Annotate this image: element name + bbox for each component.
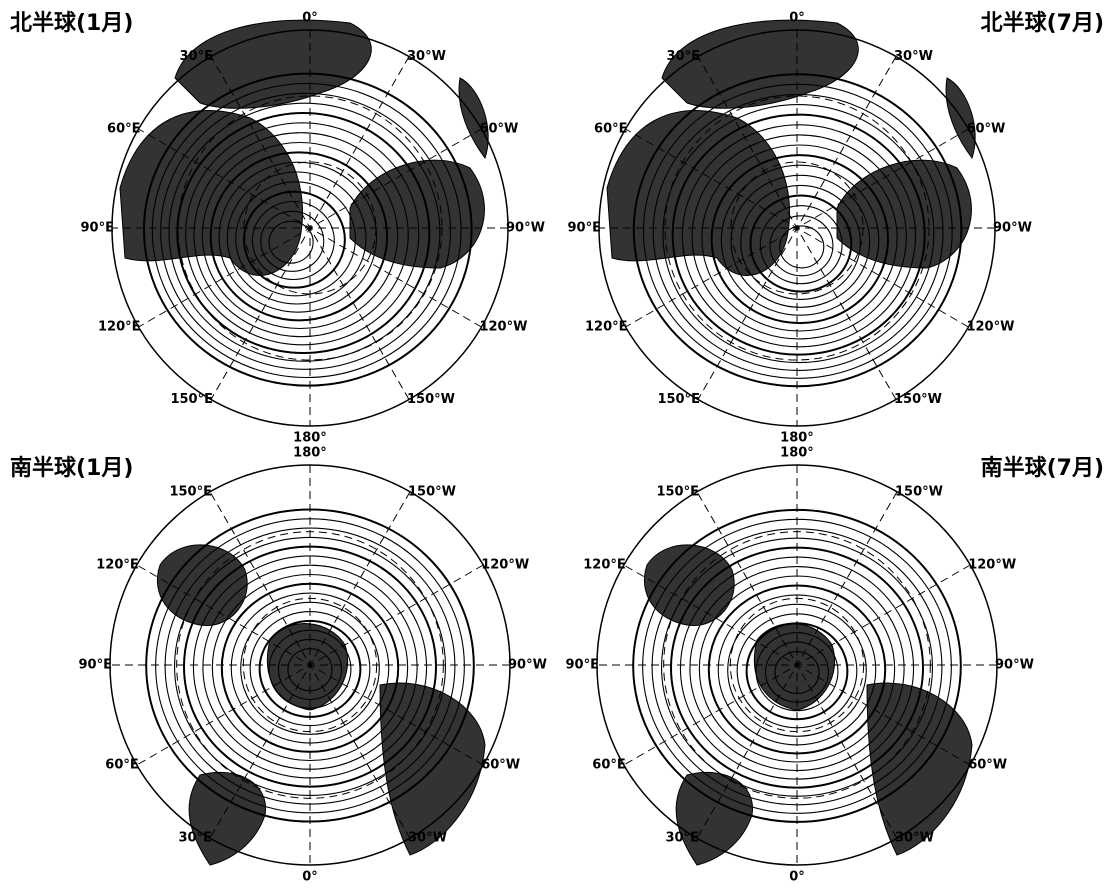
- longitude-label: 120°W: [968, 558, 1016, 573]
- longitude-label: 30°E: [180, 49, 213, 64]
- longitude-label: 150°E: [656, 484, 699, 499]
- longitude-label: 90°W: [506, 221, 545, 236]
- longitude-label: 150°W: [894, 392, 942, 407]
- longitude-label: 0°: [789, 11, 805, 26]
- longitude-label: 0°: [302, 870, 318, 885]
- land: [459, 78, 488, 158]
- longitude-label: 120°E: [98, 320, 141, 335]
- map-panel: [597, 465, 997, 865]
- longitude-label: 150°E: [170, 392, 213, 407]
- longitude-label: 30°W: [895, 831, 934, 846]
- longitude-label: 30°E: [666, 831, 699, 846]
- longitude-label: 150°E: [657, 392, 700, 407]
- longitude-label: 120°W: [481, 558, 529, 573]
- longitude-label: 120°W: [479, 320, 527, 335]
- longitude-label: 30°W: [894, 49, 933, 64]
- longitude-label: 30°E: [667, 49, 700, 64]
- longitude-label: 150°E: [169, 484, 212, 499]
- longitude-label: 30°W: [408, 831, 447, 846]
- map-panel: [110, 465, 510, 865]
- longitude-label: 60°E: [592, 758, 625, 773]
- map-panel: [112, 20, 508, 426]
- longitude-label: 60°W: [481, 758, 520, 773]
- land: [157, 545, 247, 626]
- longitude-label: 90°E: [81, 221, 114, 236]
- longitude-label: 60°E: [105, 758, 138, 773]
- longitude-label: 90°W: [995, 658, 1034, 673]
- longitude-label: 180°: [780, 446, 814, 461]
- longitude-label: 90°W: [508, 658, 547, 673]
- longitude-label: 150°W: [407, 392, 455, 407]
- longitude-label: 120°E: [96, 558, 139, 573]
- longitude-label: 0°: [302, 11, 318, 26]
- contour: [780, 226, 824, 268]
- longitude-label: 60°W: [479, 122, 518, 137]
- longitude-label: 120°E: [585, 320, 628, 335]
- longitude-label: 60°E: [107, 122, 140, 137]
- longitude-label: 90°E: [79, 658, 112, 673]
- longitude-label: 120°W: [966, 320, 1014, 335]
- figure: 北半球(1月) 0° 30°W 60°W 90°W 120°W 150°W 180° 150°E…: [0, 0, 1111, 891]
- land: [946, 78, 975, 158]
- longitude-label: 90°E: [566, 658, 599, 673]
- longitude-label: 0°: [789, 870, 805, 885]
- longitude-label: 150°W: [408, 484, 456, 499]
- longitude-label: 30°E: [179, 831, 212, 846]
- longitude-label: 180°: [780, 431, 814, 446]
- longitude-label: 90°E: [568, 221, 601, 236]
- longitude-label: 180°: [293, 446, 327, 461]
- longitude-label: 150°W: [895, 484, 943, 499]
- longitude-label: 30°W: [407, 49, 446, 64]
- longitude-label: 60°E: [594, 122, 627, 137]
- panel-title: 北半球(7月): [981, 11, 1104, 36]
- longitude-label: 60°W: [968, 758, 1007, 773]
- panel-title: 南半球(7月): [981, 456, 1104, 481]
- land: [267, 624, 347, 710]
- panel-title: 北半球(1月): [10, 11, 133, 36]
- longitude-label: 90°W: [993, 221, 1032, 236]
- longitude-label: 180°: [293, 431, 327, 446]
- longitude-label: 120°E: [583, 558, 626, 573]
- longitude-label: 60°W: [966, 122, 1005, 137]
- panel-title: 南半球(1月): [10, 456, 133, 481]
- map-panel: [599, 20, 995, 426]
